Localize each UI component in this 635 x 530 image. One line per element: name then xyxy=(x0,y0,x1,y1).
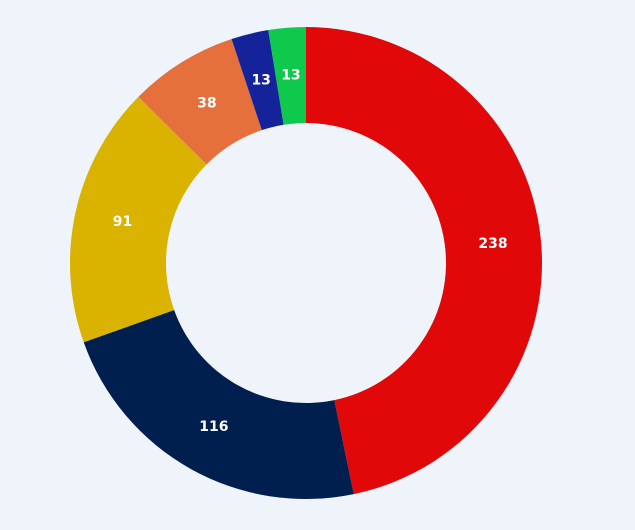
slice xyxy=(306,27,542,495)
slice xyxy=(231,30,284,131)
slice xyxy=(70,96,207,343)
slice-label: 116 xyxy=(199,419,228,435)
slice-label: 38 xyxy=(197,95,216,111)
slice-label: 238 xyxy=(478,236,507,252)
slice-label: 13 xyxy=(251,72,270,88)
slice xyxy=(138,39,262,165)
slice-label: 91 xyxy=(113,214,132,230)
slice-label: 13 xyxy=(281,68,300,84)
slice xyxy=(268,27,306,125)
slice xyxy=(83,310,354,499)
